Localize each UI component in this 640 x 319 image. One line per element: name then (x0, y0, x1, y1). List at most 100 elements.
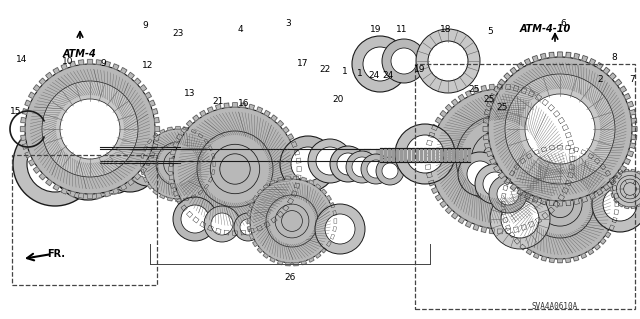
Circle shape (173, 107, 297, 231)
Circle shape (291, 147, 325, 181)
Polygon shape (113, 64, 119, 70)
Polygon shape (169, 175, 174, 180)
Polygon shape (503, 218, 508, 223)
Polygon shape (191, 195, 196, 199)
Polygon shape (249, 228, 255, 234)
Polygon shape (213, 162, 216, 166)
Polygon shape (435, 117, 442, 123)
Polygon shape (481, 227, 486, 233)
Circle shape (416, 29, 480, 93)
Polygon shape (615, 172, 621, 179)
Polygon shape (250, 203, 253, 208)
Polygon shape (609, 225, 614, 231)
Polygon shape (435, 194, 442, 201)
Polygon shape (614, 199, 618, 203)
Polygon shape (615, 202, 619, 206)
Polygon shape (170, 150, 176, 155)
Polygon shape (193, 217, 199, 223)
Polygon shape (534, 150, 539, 155)
Circle shape (483, 172, 507, 196)
Polygon shape (637, 204, 640, 207)
Polygon shape (257, 248, 262, 253)
Polygon shape (609, 177, 614, 183)
Polygon shape (573, 147, 579, 152)
Polygon shape (104, 191, 111, 197)
Polygon shape (134, 78, 141, 85)
Polygon shape (612, 185, 617, 190)
Polygon shape (257, 226, 262, 231)
Circle shape (501, 200, 539, 238)
Polygon shape (20, 127, 25, 131)
Circle shape (134, 150, 162, 178)
Polygon shape (624, 93, 630, 100)
Polygon shape (625, 169, 628, 172)
Text: 2: 2 (597, 75, 603, 84)
Circle shape (490, 189, 550, 249)
Polygon shape (510, 67, 517, 74)
Polygon shape (22, 144, 28, 149)
Circle shape (395, 124, 455, 184)
Polygon shape (509, 170, 515, 176)
Circle shape (42, 81, 138, 177)
Polygon shape (510, 184, 517, 191)
Polygon shape (155, 127, 159, 131)
Polygon shape (79, 193, 84, 198)
Polygon shape (29, 160, 35, 166)
Polygon shape (207, 107, 213, 113)
Polygon shape (557, 145, 563, 149)
Polygon shape (493, 166, 500, 172)
Circle shape (143, 129, 213, 199)
Circle shape (458, 152, 502, 196)
Circle shape (612, 171, 640, 207)
Polygon shape (506, 228, 511, 234)
Polygon shape (212, 153, 215, 158)
Polygon shape (631, 206, 636, 209)
Polygon shape (153, 133, 158, 138)
Polygon shape (582, 56, 588, 62)
Polygon shape (249, 104, 255, 110)
Circle shape (64, 140, 112, 188)
Polygon shape (241, 230, 246, 235)
Polygon shape (426, 173, 432, 178)
Polygon shape (96, 193, 102, 198)
Polygon shape (224, 103, 229, 108)
Polygon shape (70, 61, 76, 67)
Polygon shape (53, 184, 60, 190)
Polygon shape (426, 148, 431, 153)
Circle shape (82, 134, 142, 194)
Polygon shape (521, 88, 527, 94)
Circle shape (361, 154, 391, 184)
Polygon shape (33, 167, 40, 173)
Polygon shape (524, 59, 531, 65)
Circle shape (112, 146, 148, 182)
Polygon shape (431, 124, 438, 130)
Polygon shape (517, 63, 524, 69)
Polygon shape (326, 241, 332, 247)
Polygon shape (270, 180, 275, 184)
Polygon shape (308, 258, 314, 262)
Polygon shape (568, 140, 573, 145)
Polygon shape (294, 263, 298, 266)
Polygon shape (120, 68, 127, 74)
Text: 21: 21 (212, 97, 224, 106)
Polygon shape (541, 147, 547, 152)
Polygon shape (600, 238, 606, 244)
Circle shape (25, 64, 155, 194)
Polygon shape (574, 53, 579, 59)
Polygon shape (574, 199, 579, 204)
Text: 13: 13 (184, 90, 196, 99)
Polygon shape (549, 200, 554, 206)
Polygon shape (558, 117, 564, 123)
Polygon shape (176, 127, 180, 129)
Polygon shape (140, 167, 147, 173)
Polygon shape (204, 184, 209, 189)
Polygon shape (557, 259, 563, 263)
Polygon shape (170, 183, 176, 189)
Text: 24: 24 (369, 70, 380, 79)
Circle shape (592, 176, 640, 232)
Polygon shape (285, 263, 291, 266)
Circle shape (603, 187, 637, 221)
Polygon shape (253, 196, 257, 201)
Polygon shape (595, 158, 600, 164)
Polygon shape (53, 68, 60, 74)
